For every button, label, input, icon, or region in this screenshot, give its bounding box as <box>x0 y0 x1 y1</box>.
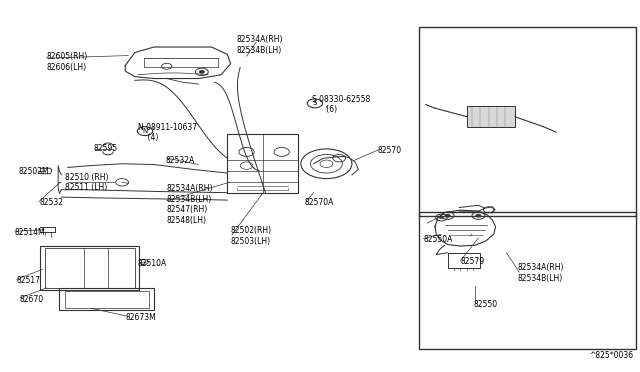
Text: 82595: 82595 <box>93 144 117 153</box>
Text: S 08330-62558
      (6): S 08330-62558 (6) <box>312 95 371 114</box>
Text: 82502(RH)
82503(LH): 82502(RH) 82503(LH) <box>230 226 272 246</box>
Text: 82532: 82532 <box>39 198 63 207</box>
Circle shape <box>199 70 204 73</box>
Text: 82550A: 82550A <box>424 235 453 244</box>
Bar <box>448 253 479 267</box>
Bar <box>419 212 636 349</box>
Text: 82510A: 82510A <box>138 259 167 268</box>
Text: 82534A(RH)
82534B(LH)
82547(RH)
82548(LH): 82534A(RH) 82534B(LH) 82547(RH) 82548(LH… <box>167 185 213 225</box>
Bar <box>60 288 154 310</box>
Text: 82534A(RH)
82534B(LH): 82534A(RH) 82534B(LH) <box>237 35 284 55</box>
Text: 82605(RH)
82606(LH): 82605(RH) 82606(LH) <box>47 52 88 71</box>
Circle shape <box>440 217 444 219</box>
Text: 82534A(RH)
82534B(LH): 82534A(RH) 82534B(LH) <box>518 263 564 283</box>
Text: 82502M: 82502M <box>19 167 49 176</box>
Text: 82510 (RH)
82511 (LH): 82510 (RH) 82511 (LH) <box>65 173 108 192</box>
Text: 82517: 82517 <box>17 276 41 285</box>
Text: N: N <box>142 128 148 134</box>
Text: N 08911-10637
    (4): N 08911-10637 (4) <box>138 122 197 142</box>
Text: S: S <box>313 100 317 106</box>
Text: 82579: 82579 <box>461 257 484 266</box>
Circle shape <box>445 214 451 217</box>
Text: 82570: 82570 <box>378 146 402 155</box>
Bar <box>419 27 636 216</box>
Bar <box>65 291 149 308</box>
Text: 82514M: 82514M <box>15 228 45 237</box>
Bar <box>40 246 140 290</box>
Text: 82550: 82550 <box>473 300 497 309</box>
Text: 82670: 82670 <box>20 295 44 304</box>
Text: 82532A: 82532A <box>166 155 195 164</box>
Text: 82570A: 82570A <box>304 198 333 207</box>
Bar <box>45 248 135 288</box>
Circle shape <box>476 214 481 217</box>
Bar <box>467 106 515 127</box>
Text: ^825*0036: ^825*0036 <box>589 351 633 360</box>
Text: 82673M: 82673M <box>125 313 156 322</box>
